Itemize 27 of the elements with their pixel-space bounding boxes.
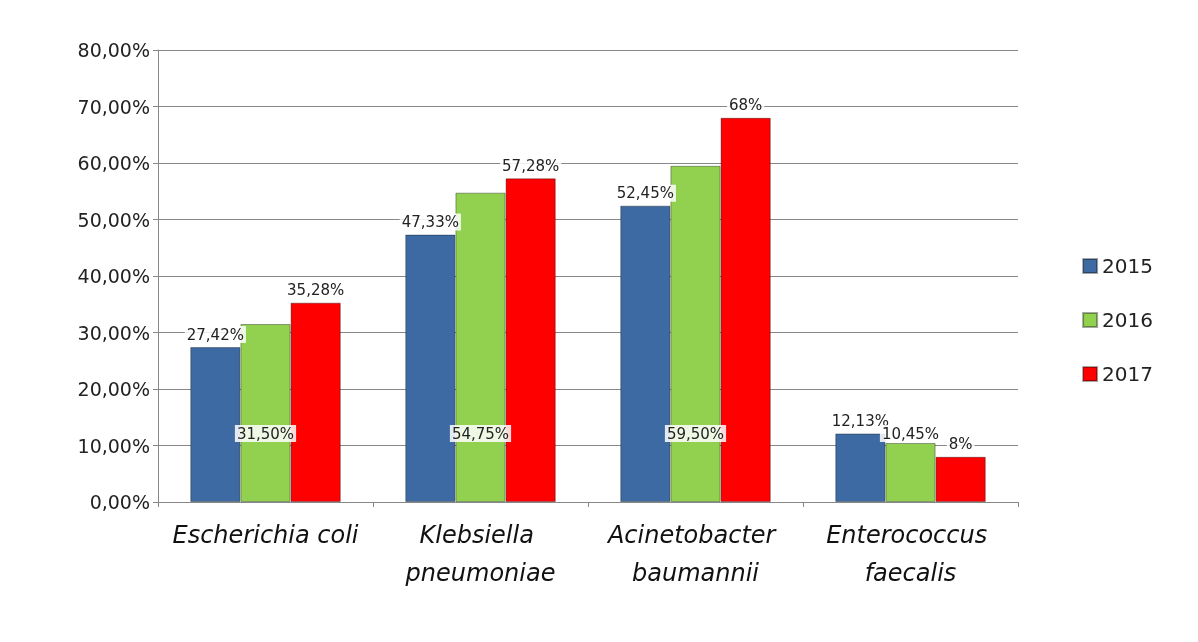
data-label: 31,50% bbox=[236, 424, 295, 443]
data-label: 27,42% bbox=[186, 325, 244, 344]
y-tick-label: 30,00% bbox=[77, 321, 150, 344]
data-label: 35,28% bbox=[287, 281, 345, 300]
x-tick-label: Enterococcus faecalis bbox=[826, 521, 995, 587]
y-tick-label: 80,00% bbox=[77, 39, 150, 61]
data-label: 68% bbox=[728, 96, 763, 115]
legend-label: 2015 bbox=[1102, 254, 1154, 278]
legend-label: 2016 bbox=[1102, 308, 1154, 332]
y-tick-label: 60,00% bbox=[77, 152, 150, 174]
y-tick-label: 50,00% bbox=[77, 208, 150, 231]
x-tick-label: Acinetobacter baumannii bbox=[605, 521, 784, 587]
y-tick-label: 40,00% bbox=[77, 265, 150, 287]
legend-label: 2017 bbox=[1102, 362, 1154, 386]
y-tick-label: 10,00% bbox=[77, 434, 150, 457]
y-tick-label: 20,00% bbox=[77, 378, 150, 400]
y-tick-label: 70,00% bbox=[77, 95, 150, 118]
x-tick-label: Klebsiella pneumoniae bbox=[404, 521, 556, 587]
data-label: 10,45% bbox=[881, 424, 940, 443]
data-label: 54,75% bbox=[451, 424, 510, 443]
y-tick-label: 0,00% bbox=[89, 491, 150, 513]
x-tick-label: Escherichia coli bbox=[172, 521, 359, 549]
data-label: 8% bbox=[948, 435, 973, 454]
data-label: 59,50% bbox=[666, 424, 725, 443]
data-label: 47,33% bbox=[401, 213, 459, 232]
data-label: 52,45% bbox=[616, 184, 674, 203]
data-label: 57,28% bbox=[502, 156, 560, 175]
